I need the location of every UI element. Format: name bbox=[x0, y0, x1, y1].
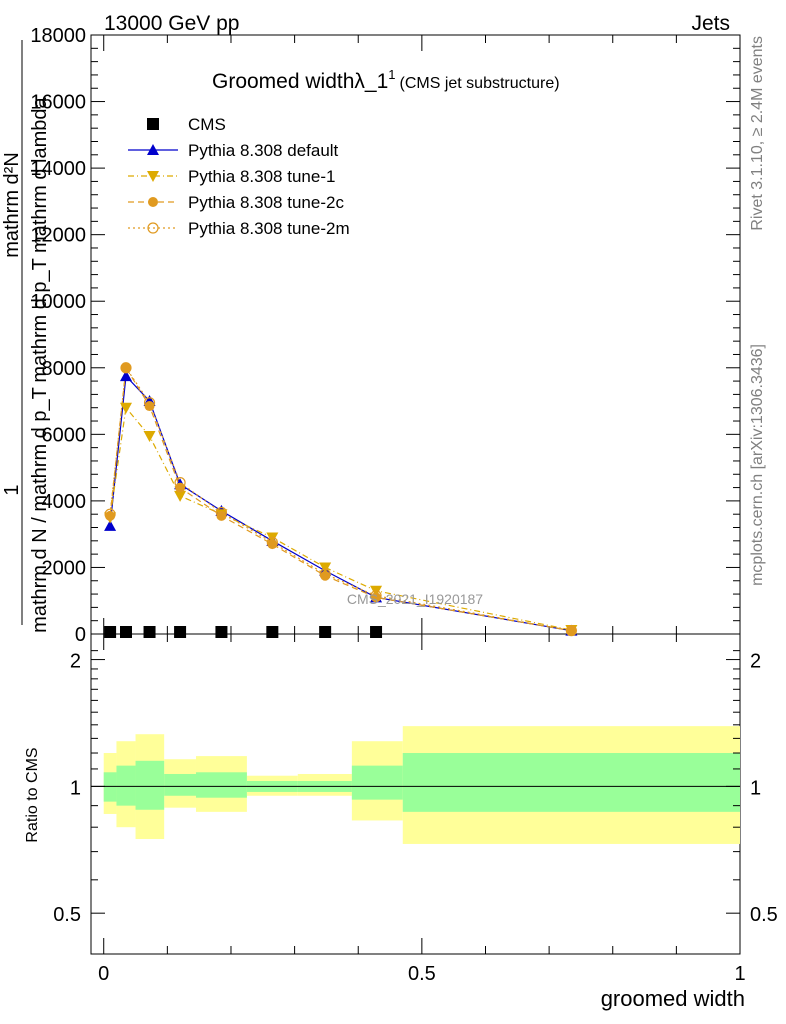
svg-text:1: 1 bbox=[1, 484, 23, 495]
ratio-y-tick-label: 1 bbox=[70, 777, 81, 799]
data-point-2 bbox=[143, 430, 156, 442]
ratio-band-inner bbox=[135, 760, 165, 810]
main-y-tick-label: 8000 bbox=[42, 358, 87, 380]
main-y-tick-label: 4000 bbox=[42, 491, 87, 513]
ratio-y-axis-label: Ratio to CMS bbox=[24, 747, 41, 842]
data-point-4 bbox=[370, 590, 382, 602]
svg-text:mathrm d N / mathrm d p_T: mathrm d N / mathrm d p_T bbox=[29, 387, 51, 633]
data-point-4 bbox=[174, 476, 186, 489]
ratio-y-tick-label-right: 2 bbox=[750, 651, 761, 673]
legend-marker bbox=[147, 171, 159, 182]
svg-text:mathrm d p_T mathrm d lambda: mathrm d p_T mathrm d lambda bbox=[29, 96, 51, 382]
ratio-y-tick-label: 2 bbox=[70, 651, 81, 673]
analysis-watermark: CMS_2021_I1920187 bbox=[347, 591, 483, 607]
data-point-2 bbox=[119, 402, 132, 414]
legend-label: CMS bbox=[188, 115, 226, 134]
x-tick-label: 0 bbox=[98, 963, 109, 985]
chart-title: Groomed widthλ_11(CMS jet substructure) bbox=[212, 67, 560, 93]
rivet-info-label: Rivet 3.1.10, ≥ 2.4M events bbox=[749, 36, 766, 231]
legend-marker bbox=[147, 144, 159, 155]
main-y-tick-label: 0 bbox=[75, 624, 86, 646]
ratio-band-inner bbox=[195, 772, 247, 798]
main-y-tick-label: 6000 bbox=[42, 424, 87, 446]
data-point-4 bbox=[120, 362, 132, 374]
data-point-1 bbox=[119, 370, 132, 382]
data-point-0 bbox=[174, 626, 187, 638]
series-line-1 bbox=[109, 374, 572, 632]
data-point-0 bbox=[119, 626, 132, 638]
legend: CMS Pythia 8.308 default Pythia 8.308 tune… bbox=[128, 115, 350, 238]
ratio-band-inner bbox=[164, 773, 196, 796]
data-point-3 bbox=[120, 362, 131, 373]
ratio-bands bbox=[103, 726, 740, 844]
legend-label: Pythia 8.308 tune-2c bbox=[188, 193, 344, 212]
series-line-2 bbox=[109, 406, 572, 631]
ratio-y-tick-label-right: 1 bbox=[750, 777, 761, 799]
main-y-tick-label: 12000 bbox=[30, 225, 86, 247]
ratio-y-ticks: 0.5 0.5 1 1 2 2 bbox=[53, 650, 778, 926]
data-point-3 bbox=[144, 401, 155, 412]
ratio-band-inner bbox=[103, 772, 117, 802]
svg-text:mathrm d²N: mathrm d²N bbox=[1, 152, 23, 258]
data-point-0 bbox=[104, 626, 117, 638]
legend-marker bbox=[148, 197, 158, 207]
legend-marker bbox=[147, 118, 159, 130]
x-tick-label: 0.5 bbox=[408, 963, 436, 985]
ratio-band-inner bbox=[351, 765, 403, 800]
ratio-band-inner bbox=[402, 753, 740, 812]
data-point-3 bbox=[216, 510, 227, 521]
data-point-4 bbox=[266, 536, 278, 549]
data-point-4 bbox=[143, 397, 156, 409]
data-point-0 bbox=[319, 626, 332, 638]
ratio-y-tick-label-right: 0.5 bbox=[750, 904, 778, 926]
main-y-ticks: 0 2000 4000 6000 8000 10000 12000 14000 16000 180… bbox=[30, 25, 740, 646]
main-y-tick-label: 2000 bbox=[42, 557, 87, 579]
main-y-tick-label: 10000 bbox=[30, 291, 86, 313]
legend-label: Pythia 8.308 default bbox=[188, 141, 339, 160]
energy-label: 13000 GeV pp bbox=[104, 12, 239, 35]
data-point-3 bbox=[566, 625, 577, 636]
main-y-tick-label: 16000 bbox=[30, 92, 86, 114]
legend-marker bbox=[147, 222, 159, 234]
data-point-1 bbox=[104, 519, 117, 531]
data-point-0 bbox=[215, 626, 228, 638]
data-point-4 bbox=[104, 508, 116, 520]
x-ticks: 0 0.5 1 bbox=[98, 35, 746, 985]
main-y-tick-label: 14000 bbox=[30, 158, 86, 180]
data-point-4 bbox=[319, 568, 331, 580]
legend-label: Pythia 8.308 tune-2m bbox=[188, 219, 350, 238]
data-point-0 bbox=[370, 626, 383, 638]
x-tick-label: 1 bbox=[734, 963, 745, 985]
ratio-y-tick-label: 0.5 bbox=[53, 904, 81, 926]
data-point-2 bbox=[174, 490, 187, 502]
data-point-0 bbox=[266, 626, 279, 638]
series-markers bbox=[104, 362, 578, 638]
category-label: Jets bbox=[691, 12, 730, 35]
x-axis-label: groomed width bbox=[601, 986, 745, 1011]
mcplots-info-label: mcplots.cern.ch [arXiv:1306.3436] bbox=[749, 344, 766, 586]
main-y-tick-label: 18000 bbox=[30, 25, 86, 47]
legend-label: Pythia 8.308 tune-1 bbox=[188, 167, 335, 186]
data-point-0 bbox=[143, 626, 156, 638]
main-y-axis-label: 1 mathrm d N / mathrm d p_T mathrm d²N m… bbox=[1, 40, 51, 633]
data-point-2 bbox=[319, 562, 332, 574]
ratio-band-inner bbox=[116, 765, 136, 806]
data-point-4 bbox=[215, 506, 228, 519]
data-point-4 bbox=[565, 625, 577, 637]
